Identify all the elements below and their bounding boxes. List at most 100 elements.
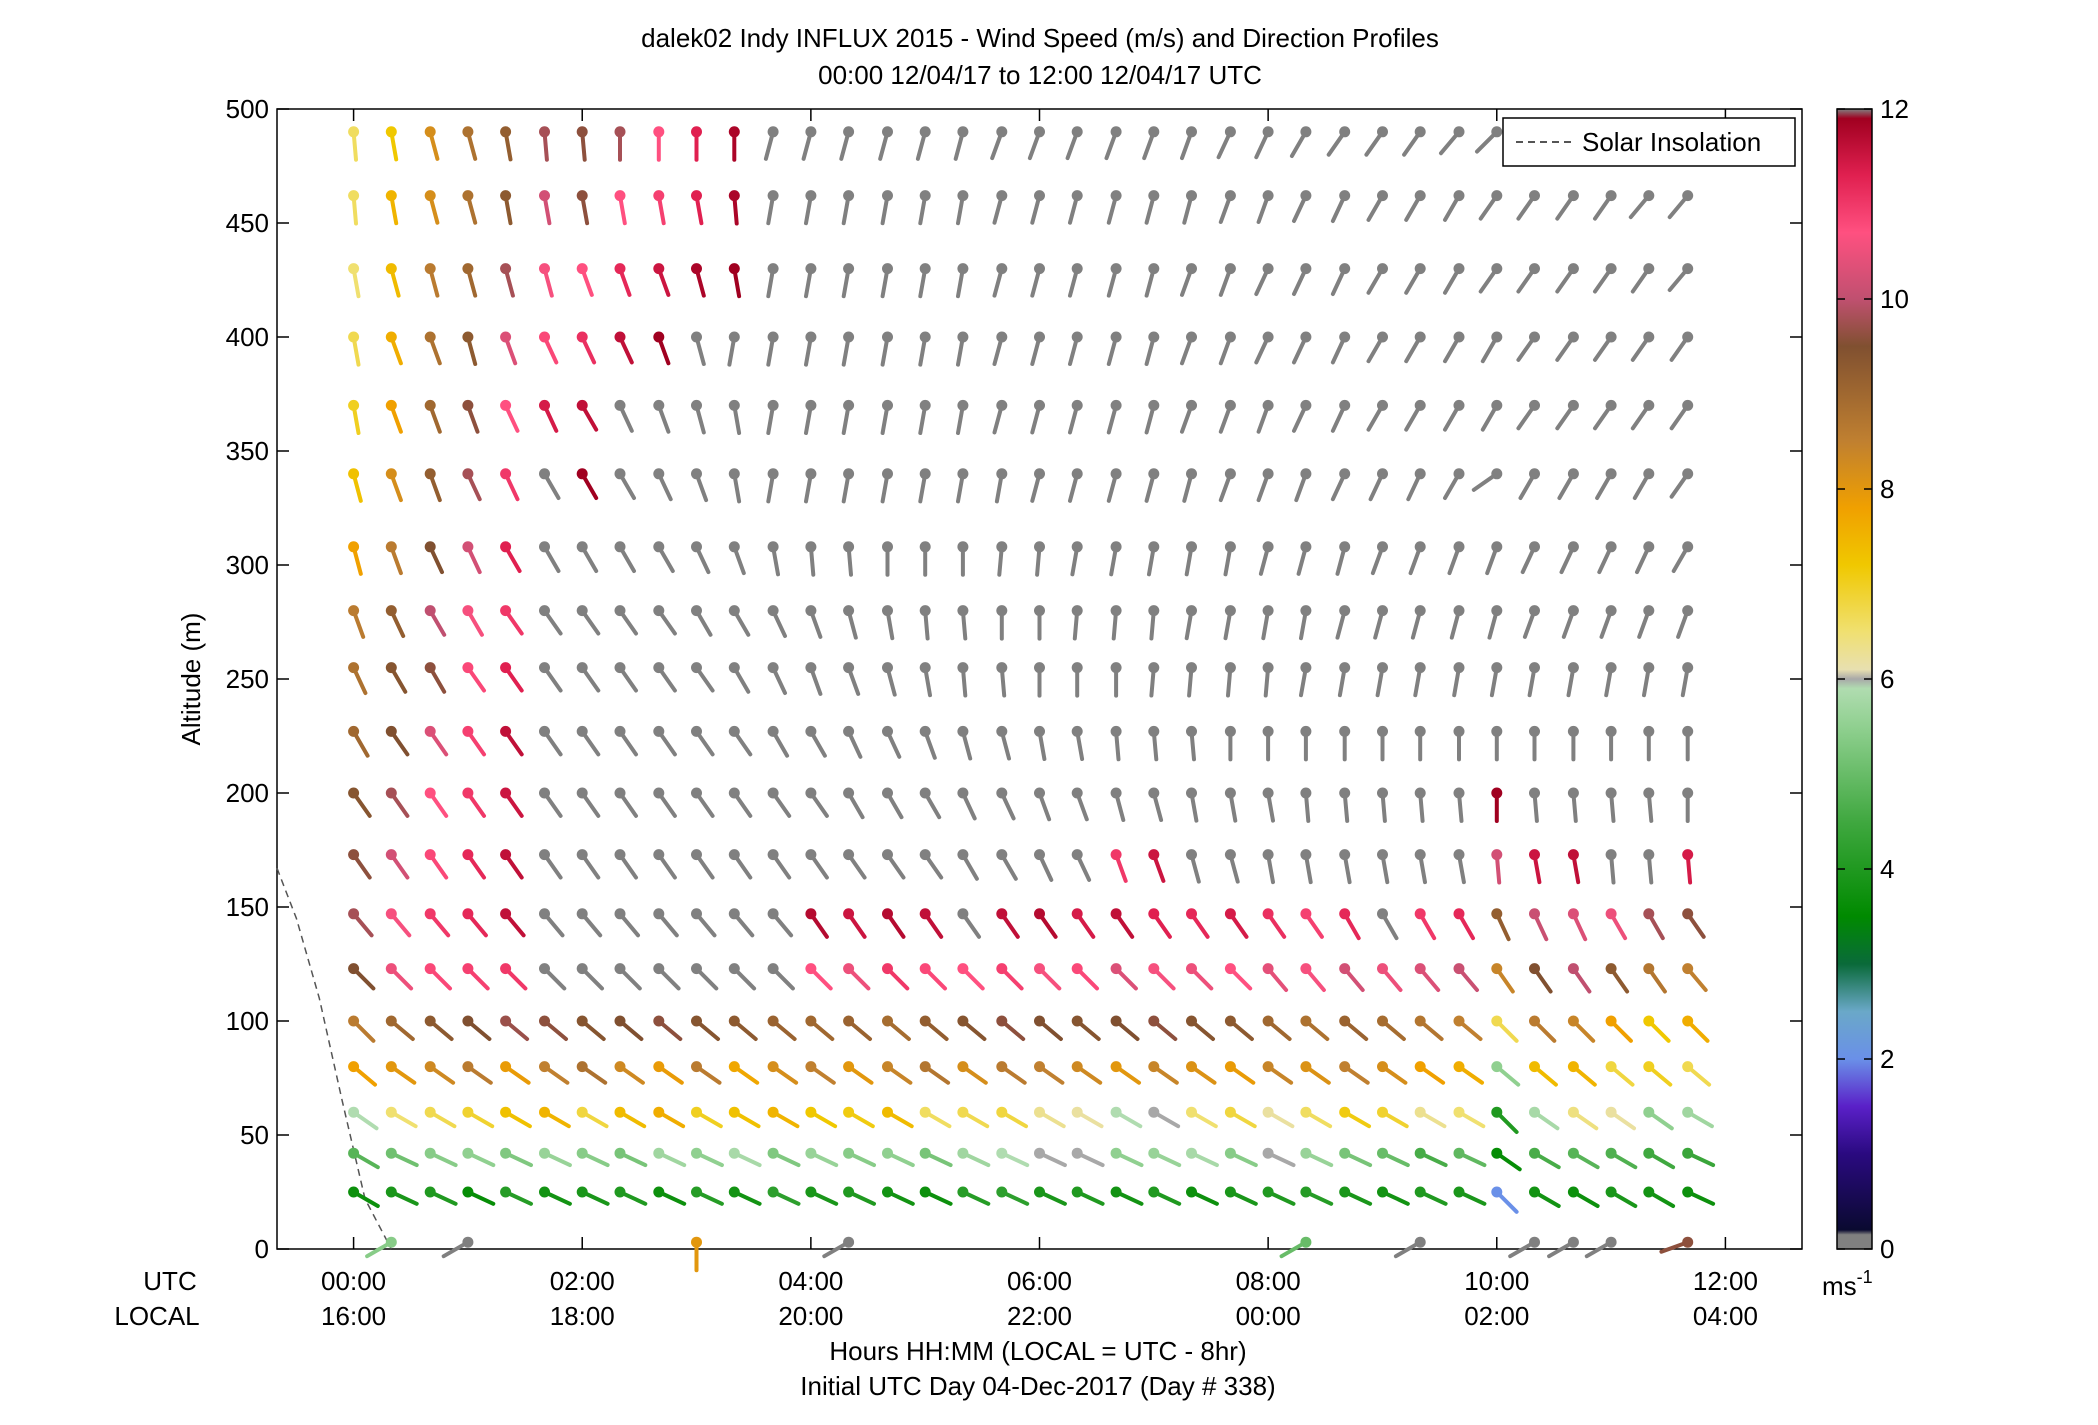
wind-barb-head [728, 1186, 740, 1198]
wind-barb-head [1034, 908, 1045, 920]
wind-barb-head [1224, 468, 1236, 480]
wind-barb-head [385, 908, 397, 920]
wind-barb-head [691, 331, 702, 343]
wind-barb-head [691, 908, 702, 920]
x-row-label-utc: UTC [143, 1266, 196, 1296]
colorbar: 0 2 4 6 8 10 12 ms-1 [1822, 94, 1909, 1301]
wind-barb-head [462, 1061, 474, 1073]
wind-barb-head [1148, 849, 1160, 861]
wind-barb-head [1224, 849, 1236, 861]
wind-barb-head [1377, 605, 1388, 617]
wind-barb-head [1339, 849, 1351, 861]
x-tick-label-utc: 06:00 [1007, 1266, 1072, 1296]
wind-barb-head [576, 541, 588, 553]
solar-insolation-layer [276, 867, 392, 1250]
wind-barb-head [728, 849, 740, 861]
wind-barb-head [1682, 1147, 1694, 1159]
wind-barb-head [348, 1147, 360, 1159]
wind-barb-head [767, 1106, 779, 1118]
wind-barb-head [1491, 1015, 1503, 1027]
wind-barb-head [767, 541, 779, 553]
wind-barb-head [1339, 190, 1351, 202]
wind-barb-head [614, 662, 626, 674]
colorbar-unit: ms-1 [1822, 1267, 1873, 1301]
wind-barb-head [996, 1186, 1008, 1198]
colorbar-ticks: 0 2 4 6 8 10 12 [1837, 94, 1909, 1264]
wind-barb-head [1377, 1147, 1388, 1159]
wind-barb-head [767, 126, 779, 138]
wind-barb-head [348, 725, 360, 737]
wind-barb-head [1567, 1106, 1579, 1118]
wind-barb-head [1605, 1061, 1617, 1073]
wind-barb-head [919, 541, 931, 553]
x-axis-label-line2: Initial UTC Day 04-Dec-2017 (Day # 338) [800, 1371, 1275, 1401]
wind-barb-head [1300, 1147, 1312, 1159]
wind-barb-head [539, 190, 550, 202]
wind-barb-head [1339, 725, 1351, 737]
wind-barb-head [1300, 541, 1312, 553]
wind-barb-head [1377, 1186, 1388, 1198]
wind-barb-head [919, 399, 931, 411]
wind-barb-head [462, 605, 474, 617]
wind-barb-head [1186, 1061, 1197, 1073]
wind-barb-head [1300, 468, 1312, 480]
wind-barb-head [843, 1015, 855, 1027]
wind-barb-head [462, 126, 474, 138]
colorbar-tick-label: 0 [1880, 1234, 1894, 1264]
wind-barb-head [1071, 1186, 1083, 1198]
wind-barb-head [767, 849, 779, 861]
wind-barb-head [919, 126, 931, 138]
wind-barb-head [1110, 126, 1122, 138]
wind-barb-head [576, 662, 588, 674]
wind-barb-head [805, 787, 817, 799]
wind-barb-head [996, 787, 1008, 799]
wind-barb-head [385, 399, 397, 411]
wind-barb-head [1414, 541, 1426, 553]
wind-barb-head [1491, 787, 1503, 799]
wind-barb-head [500, 1186, 512, 1198]
wind-barb-head [614, 190, 626, 202]
wind-barb-head [1682, 849, 1694, 861]
wind-barb-head [576, 725, 588, 737]
wind-barb-head [1682, 190, 1694, 202]
wind-barb-head [576, 849, 588, 861]
y-tick-label: 150 [226, 892, 269, 922]
wind-barb-head [1262, 263, 1274, 275]
wind-barb-head [882, 263, 893, 275]
wind-barb-head [539, 662, 550, 674]
wind-barb-head [1034, 725, 1045, 737]
wind-barb-head [348, 541, 360, 553]
wind-barb-head [1453, 468, 1465, 480]
wind-barb-head [1377, 468, 1388, 480]
wind-barb-head [1262, 849, 1274, 861]
wind-barb-head [1186, 1015, 1197, 1027]
wind-barb-head [728, 1015, 740, 1027]
wind-barb-head [1300, 331, 1312, 343]
wind-barb-head [767, 662, 779, 674]
wind-barb-head [1643, 263, 1655, 275]
wind-barb-head [385, 849, 397, 861]
wind-barb-head [424, 725, 436, 737]
wind-barb-head [1339, 1106, 1351, 1118]
wind-barb-head [653, 605, 665, 617]
wind-barb-head [843, 263, 855, 275]
wind-barb-head [1300, 1236, 1312, 1248]
wind-barb-head [539, 399, 550, 411]
wind-barb-head [1034, 468, 1045, 480]
wind-barb-head [539, 1061, 550, 1073]
wind-barb-head [424, 1106, 436, 1118]
wind-barb-head [424, 1186, 436, 1198]
wind-barb-head [1186, 263, 1197, 275]
wind-barb-head [576, 190, 588, 202]
wind-barb-head [348, 1186, 360, 1198]
wind-barb-head [1682, 1015, 1694, 1027]
wind-barb-head [1262, 908, 1274, 920]
wind-barb-head [1491, 662, 1503, 674]
wind-barb-head [996, 126, 1008, 138]
wind-barb-head [576, 1186, 588, 1198]
wind-barb-head [1339, 1015, 1351, 1027]
wind-barb-head [500, 1061, 512, 1073]
wind-barb-head [1262, 1015, 1274, 1027]
wind-barb-head [614, 849, 626, 861]
wind-barb-head [1491, 605, 1503, 617]
